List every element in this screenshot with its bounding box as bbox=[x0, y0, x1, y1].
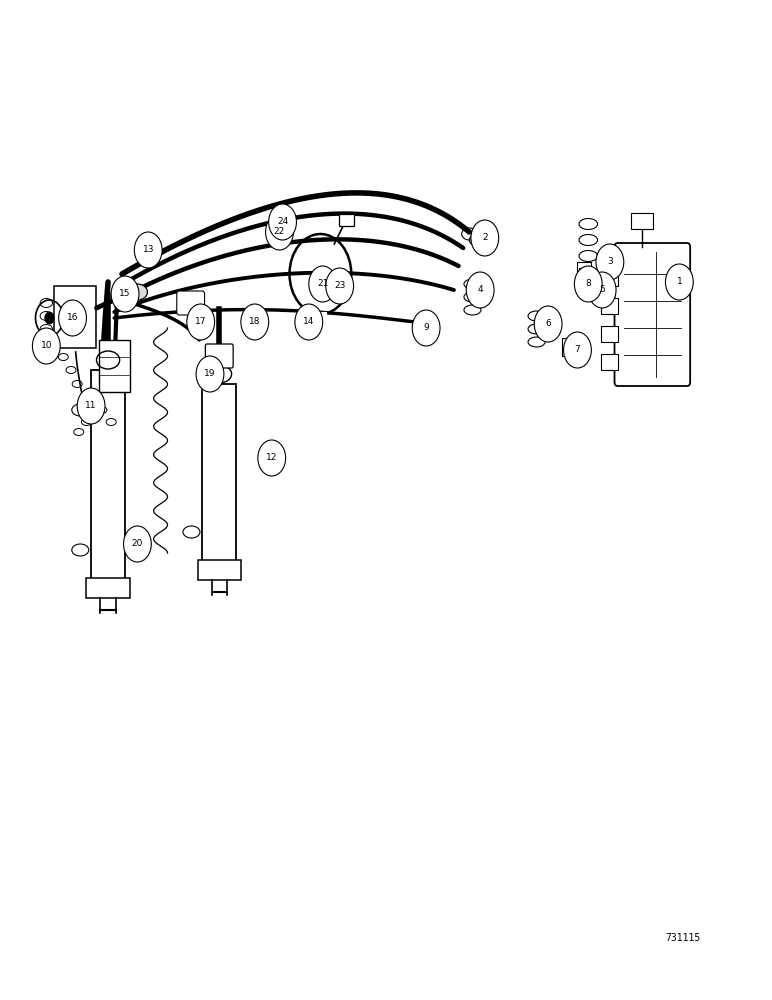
Text: 22: 22 bbox=[274, 228, 285, 236]
Text: 19: 19 bbox=[205, 369, 215, 378]
Circle shape bbox=[269, 204, 296, 240]
Text: 24: 24 bbox=[277, 218, 288, 227]
Bar bbox=[601, 270, 618, 286]
Circle shape bbox=[326, 268, 354, 304]
Circle shape bbox=[412, 310, 440, 346]
Bar bbox=[202, 384, 236, 562]
FancyBboxPatch shape bbox=[615, 243, 690, 386]
Circle shape bbox=[187, 304, 215, 340]
Bar bbox=[339, 214, 354, 226]
Text: 2: 2 bbox=[482, 233, 488, 242]
Circle shape bbox=[258, 440, 286, 476]
Circle shape bbox=[111, 276, 139, 312]
Bar bbox=[579, 268, 590, 282]
Circle shape bbox=[45, 312, 54, 324]
Bar bbox=[562, 338, 584, 356]
Text: 21: 21 bbox=[317, 279, 328, 288]
Text: 13: 13 bbox=[143, 245, 154, 254]
Ellipse shape bbox=[127, 284, 147, 300]
Circle shape bbox=[77, 388, 105, 424]
Text: 11: 11 bbox=[86, 401, 96, 410]
Circle shape bbox=[196, 356, 224, 392]
Text: 23: 23 bbox=[334, 282, 345, 290]
Circle shape bbox=[266, 214, 293, 250]
Text: 3: 3 bbox=[607, 257, 613, 266]
Text: 16: 16 bbox=[67, 314, 78, 322]
Text: 12: 12 bbox=[266, 454, 277, 462]
Bar bbox=[601, 354, 618, 370]
Bar bbox=[91, 370, 125, 580]
Text: 731115: 731115 bbox=[665, 933, 701, 943]
Text: 10: 10 bbox=[41, 342, 52, 351]
Text: 17: 17 bbox=[195, 318, 206, 326]
Circle shape bbox=[134, 232, 162, 268]
Circle shape bbox=[295, 304, 323, 340]
Circle shape bbox=[241, 304, 269, 340]
Bar bbox=[631, 213, 652, 229]
Text: 7: 7 bbox=[574, 346, 581, 355]
Bar bbox=[577, 262, 591, 280]
Circle shape bbox=[32, 328, 60, 364]
Circle shape bbox=[59, 300, 86, 336]
Bar bbox=[99, 340, 130, 392]
Text: 14: 14 bbox=[303, 318, 314, 326]
Circle shape bbox=[564, 332, 591, 368]
Bar bbox=[86, 578, 130, 598]
Text: 18: 18 bbox=[249, 318, 260, 326]
Bar bbox=[54, 286, 96, 348]
Text: 20: 20 bbox=[132, 540, 143, 548]
FancyBboxPatch shape bbox=[177, 291, 205, 315]
Bar bbox=[601, 326, 618, 342]
Bar bbox=[601, 298, 618, 314]
Circle shape bbox=[466, 272, 494, 308]
Text: 6: 6 bbox=[545, 320, 551, 328]
Circle shape bbox=[309, 266, 337, 302]
Text: 8: 8 bbox=[585, 279, 591, 288]
Circle shape bbox=[665, 264, 693, 300]
Bar bbox=[198, 560, 241, 580]
FancyBboxPatch shape bbox=[205, 344, 233, 368]
Text: 15: 15 bbox=[120, 290, 130, 298]
Circle shape bbox=[534, 306, 562, 342]
Circle shape bbox=[471, 220, 499, 256]
Text: 4: 4 bbox=[477, 286, 483, 294]
Circle shape bbox=[588, 272, 616, 308]
Circle shape bbox=[596, 244, 624, 280]
Text: 5: 5 bbox=[599, 286, 605, 294]
Text: 9: 9 bbox=[423, 324, 429, 332]
Circle shape bbox=[124, 526, 151, 562]
Circle shape bbox=[574, 266, 602, 302]
Text: 1: 1 bbox=[676, 277, 682, 286]
